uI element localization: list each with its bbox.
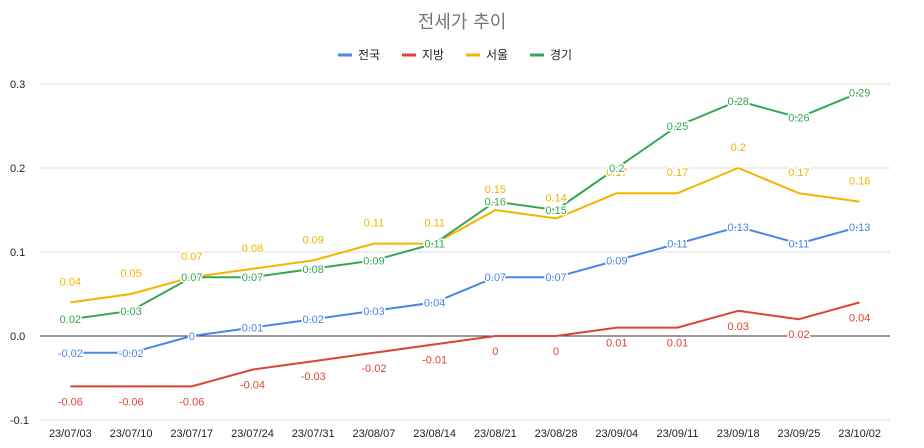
series-line-1 bbox=[70, 225, 860, 354]
x-tick-label: 23/08/21 bbox=[474, 428, 517, 440]
legend-label: 지방 bbox=[422, 48, 444, 62]
data-label: 0.07 bbox=[485, 272, 506, 284]
data-label: 0.11 bbox=[667, 239, 688, 251]
data-label: 0 bbox=[189, 331, 195, 343]
data-label: 0.14 bbox=[545, 192, 566, 204]
data-label: 0.04 bbox=[849, 312, 870, 324]
data-label: 0.2 bbox=[609, 163, 624, 175]
data-label: 0 bbox=[553, 346, 559, 358]
data-label: 0.25 bbox=[667, 121, 688, 133]
x-tick-label: 23/07/10 bbox=[110, 428, 153, 440]
data-label: 0.02 bbox=[303, 314, 324, 326]
legend-item[interactable]: 경기 bbox=[530, 48, 572, 62]
x-tick-label: 23/08/14 bbox=[413, 428, 456, 440]
data-label: -0.02 bbox=[58, 348, 83, 360]
data-label: 0.05 bbox=[120, 268, 141, 280]
series-line-3 bbox=[70, 167, 860, 304]
data-labels: -0.02 -0.02 0 0.01 0.02 0.03 0.04 0.07 0.07 0.09 0… bbox=[56, 86, 872, 410]
legend-label: 서울 bbox=[486, 48, 508, 62]
data-label: 0.07 bbox=[181, 251, 202, 263]
data-label: 0.11 bbox=[364, 218, 385, 230]
data-label: 0.16 bbox=[849, 176, 870, 188]
x-tick-label: 23/08/07 bbox=[353, 428, 396, 440]
data-label: 0.01 bbox=[606, 338, 627, 350]
x-tick-label: 23/07/31 bbox=[292, 428, 335, 440]
y-tick-label: 0.3 bbox=[10, 79, 25, 91]
data-label: 0.03 bbox=[120, 306, 141, 318]
x-tick-label: 23/07/17 bbox=[170, 428, 213, 440]
data-label: 0.17 bbox=[788, 167, 809, 179]
data-label: 0.09 bbox=[363, 255, 384, 267]
data-label: 0.17 bbox=[606, 167, 627, 179]
legend-label: 경기 bbox=[550, 48, 572, 62]
data-label: 0.11 bbox=[424, 239, 445, 251]
data-label: 0.08 bbox=[242, 243, 263, 255]
data-label: 0.04 bbox=[424, 297, 445, 309]
data-label: 0.01 bbox=[667, 338, 688, 350]
x-tick-label: 23/09/25 bbox=[778, 428, 821, 440]
x-tick-label: 23/09/04 bbox=[595, 428, 638, 440]
data-label: 0.03 bbox=[728, 321, 749, 333]
data-label: 0.15 bbox=[485, 184, 506, 196]
data-label: 0.01 bbox=[242, 323, 263, 335]
x-tick-label: 23/07/24 bbox=[231, 428, 274, 440]
data-label: 0.07 bbox=[181, 272, 202, 284]
y-tick-label: 0.1 bbox=[10, 247, 25, 259]
data-label: -0.01 bbox=[422, 354, 447, 366]
gridlines bbox=[40, 83, 890, 421]
data-label: -0.06 bbox=[179, 396, 204, 408]
data-label: 0.09 bbox=[303, 234, 324, 246]
x-tick-label: 23/07/03 bbox=[49, 428, 92, 440]
data-label: 0.11 bbox=[424, 218, 445, 230]
y-tick-label: 0.2 bbox=[10, 163, 25, 175]
data-label: 0.13 bbox=[849, 222, 870, 234]
data-label: 0.02 bbox=[60, 314, 81, 326]
data-label: 0.04 bbox=[60, 276, 81, 288]
chart-title: 전세가 추이 bbox=[418, 12, 507, 33]
x-axis-ticks: 23/07/03 23/07/10 23/07/17 23/07/24 23/07/31… bbox=[49, 428, 881, 440]
data-label: -0.04 bbox=[240, 380, 265, 392]
data-label: 0.26 bbox=[788, 113, 809, 125]
x-tick-label: 23/08/28 bbox=[535, 428, 578, 440]
legend: 전국 지방 서울 경기 bbox=[338, 48, 572, 62]
data-label: -0.02 bbox=[361, 363, 386, 375]
data-label: -0.06 bbox=[58, 396, 83, 408]
data-label: 0.2 bbox=[731, 142, 746, 154]
legend-item[interactable]: 전국 bbox=[338, 48, 380, 62]
data-label: -0.03 bbox=[301, 371, 326, 383]
data-label: 0.08 bbox=[303, 264, 324, 276]
data-label: 0.03 bbox=[363, 306, 384, 318]
series-lines bbox=[70, 91, 860, 388]
data-label: 0.17 bbox=[667, 167, 688, 179]
data-label: 0.07 bbox=[545, 272, 566, 284]
data-label: 0.15 bbox=[545, 205, 566, 217]
data-label: 0.09 bbox=[606, 255, 627, 267]
y-tick-label: 0.0 bbox=[10, 331, 25, 343]
data-label: 0.02 bbox=[788, 329, 809, 341]
y-tick-label: -0.1 bbox=[10, 415, 29, 427]
x-tick-label: 23/09/18 bbox=[717, 428, 760, 440]
x-tick-label: 23/10/02 bbox=[838, 428, 881, 440]
legend-label: 전국 bbox=[358, 48, 380, 62]
data-label: 0 bbox=[492, 346, 498, 358]
data-label: 0.28 bbox=[728, 96, 749, 108]
data-label: 0.11 bbox=[789, 239, 810, 251]
legend-item[interactable]: 지방 bbox=[402, 48, 444, 62]
data-label: 0.16 bbox=[485, 197, 506, 209]
data-label: 0.07 bbox=[242, 272, 263, 284]
series-line-4 bbox=[70, 91, 860, 321]
legend-item[interactable]: 서울 bbox=[466, 48, 508, 62]
data-label: 0.29 bbox=[849, 87, 870, 99]
y-axis-ticks: -0.1 0.0 0.1 0.2 0.3 bbox=[10, 79, 29, 427]
series-line-2 bbox=[70, 301, 860, 388]
data-label: 0.13 bbox=[728, 222, 749, 234]
data-label: -0.02 bbox=[119, 348, 144, 360]
data-label: -0.06 bbox=[119, 396, 144, 408]
x-tick-label: 23/09/11 bbox=[656, 428, 698, 440]
